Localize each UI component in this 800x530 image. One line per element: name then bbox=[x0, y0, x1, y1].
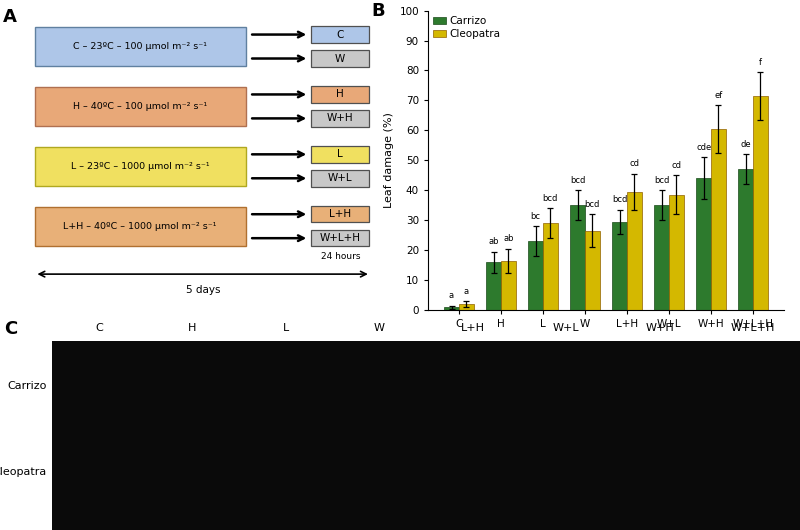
Text: bcd: bcd bbox=[612, 196, 627, 205]
Text: Cleopatra: Cleopatra bbox=[0, 467, 46, 477]
Text: bcd: bcd bbox=[542, 194, 558, 203]
Bar bbox=[612, 222, 627, 310]
Text: 24 hours: 24 hours bbox=[321, 252, 361, 261]
Text: bc: bc bbox=[530, 212, 541, 221]
Text: W+L+H: W+L+H bbox=[731, 323, 775, 332]
Text: B: B bbox=[371, 2, 385, 20]
FancyBboxPatch shape bbox=[34, 207, 246, 246]
Text: W+H: W+H bbox=[646, 323, 674, 332]
Text: W+H: W+H bbox=[326, 113, 354, 123]
FancyBboxPatch shape bbox=[311, 86, 369, 103]
Text: W: W bbox=[334, 54, 345, 64]
Bar bbox=[501, 261, 516, 310]
Text: Carrizo: Carrizo bbox=[7, 381, 46, 391]
Text: W: W bbox=[374, 323, 385, 332]
Text: H – 40ºC – 100 μmol m⁻² s⁻¹: H – 40ºC – 100 μmol m⁻² s⁻¹ bbox=[73, 102, 207, 111]
FancyBboxPatch shape bbox=[311, 170, 369, 187]
Text: L: L bbox=[337, 149, 342, 160]
Bar bbox=[711, 129, 726, 310]
Bar bbox=[444, 307, 459, 310]
FancyBboxPatch shape bbox=[311, 206, 369, 223]
Text: de: de bbox=[741, 140, 751, 149]
Text: A: A bbox=[3, 7, 17, 25]
Text: ab: ab bbox=[503, 234, 514, 243]
Text: cd: cd bbox=[671, 161, 682, 170]
Text: a: a bbox=[449, 291, 454, 300]
Text: ef: ef bbox=[714, 91, 722, 100]
Text: bcd: bcd bbox=[585, 200, 600, 209]
Text: L+H: L+H bbox=[461, 323, 485, 332]
Text: H: H bbox=[188, 323, 197, 332]
Text: L+H – 40ºC – 1000 μmol m⁻² s⁻¹: L+H – 40ºC – 1000 μmol m⁻² s⁻¹ bbox=[63, 222, 217, 231]
Bar bbox=[543, 223, 558, 310]
Bar bbox=[528, 241, 543, 310]
Text: a: a bbox=[464, 287, 469, 296]
Bar bbox=[459, 304, 474, 310]
FancyBboxPatch shape bbox=[34, 27, 246, 66]
Text: L+H: L+H bbox=[329, 209, 351, 219]
Text: C: C bbox=[336, 30, 344, 40]
FancyBboxPatch shape bbox=[34, 147, 246, 186]
Text: cde: cde bbox=[696, 143, 711, 152]
Text: cd: cd bbox=[630, 160, 639, 169]
FancyBboxPatch shape bbox=[311, 26, 369, 43]
Text: C: C bbox=[95, 323, 102, 332]
Text: W+L: W+L bbox=[553, 323, 579, 332]
Text: bcd: bcd bbox=[570, 176, 586, 185]
FancyBboxPatch shape bbox=[311, 230, 369, 246]
FancyBboxPatch shape bbox=[311, 110, 369, 127]
Text: 5 days: 5 days bbox=[186, 285, 221, 295]
Text: W+L+H: W+L+H bbox=[319, 233, 361, 243]
Bar bbox=[570, 205, 585, 310]
FancyBboxPatch shape bbox=[311, 50, 369, 67]
Text: bcd: bcd bbox=[654, 176, 670, 185]
FancyBboxPatch shape bbox=[311, 146, 369, 163]
Y-axis label: Leaf damage (%): Leaf damage (%) bbox=[384, 112, 394, 208]
Text: C: C bbox=[4, 320, 18, 338]
Text: C – 23ºC – 100 μmol m⁻² s⁻¹: C – 23ºC – 100 μmol m⁻² s⁻¹ bbox=[73, 42, 207, 51]
Bar bbox=[627, 192, 642, 310]
Text: ab: ab bbox=[488, 237, 499, 246]
Bar bbox=[585, 231, 600, 310]
Text: f: f bbox=[759, 58, 762, 67]
Bar bbox=[753, 96, 768, 310]
Bar bbox=[738, 169, 753, 310]
Bar bbox=[669, 195, 684, 310]
Text: W+L: W+L bbox=[328, 173, 352, 183]
FancyBboxPatch shape bbox=[52, 341, 800, 530]
Text: H: H bbox=[336, 90, 344, 100]
Bar bbox=[696, 178, 711, 310]
Bar bbox=[486, 262, 501, 310]
Bar bbox=[654, 205, 669, 310]
Text: L: L bbox=[282, 323, 289, 332]
Legend: Carrizo, Cleopatra: Carrizo, Cleopatra bbox=[434, 16, 501, 39]
FancyBboxPatch shape bbox=[34, 87, 246, 126]
Text: L – 23ºC – 1000 μmol m⁻² s⁻¹: L – 23ºC – 1000 μmol m⁻² s⁻¹ bbox=[71, 162, 210, 171]
